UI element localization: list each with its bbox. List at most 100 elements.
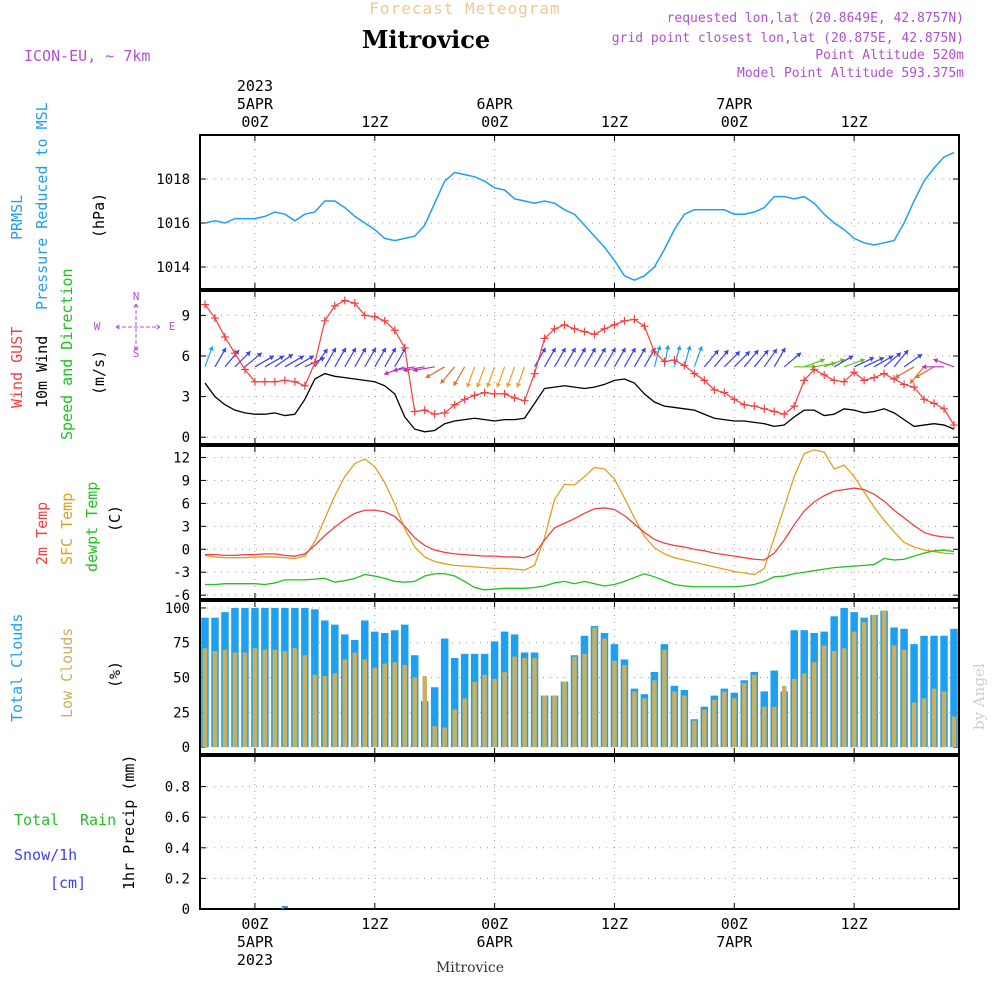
wind-gust-marker — [410, 407, 419, 416]
total-clouds-bar — [940, 635, 948, 748]
wind-arrow-head — [922, 364, 927, 370]
y-tick-label: 0 — [182, 542, 190, 558]
wind-arrow-head — [848, 355, 854, 361]
precip-label: 1hr Precip (mm) — [120, 755, 138, 890]
low-clouds-bar — [522, 658, 527, 748]
top-time-label: 5APR — [237, 95, 274, 113]
wind-arrow-head — [384, 370, 389, 376]
wind-arrow-head — [933, 358, 939, 364]
wind-gust-line — [204, 299, 955, 426]
wind-gust-marker — [690, 369, 699, 378]
panel-frame — [199, 600, 960, 755]
wind-arrow-head — [278, 355, 284, 361]
low-clouds-bar — [702, 709, 707, 748]
low-clouds-bar — [811, 662, 817, 748]
wind-arrow-head — [713, 349, 719, 355]
bottom-time-label: 00Z — [481, 915, 508, 933]
low-clouds-bar — [821, 645, 827, 748]
low-clouds-bar — [252, 648, 258, 748]
wind-arrow-head — [734, 351, 740, 357]
top-time-label: 00Z — [241, 113, 268, 131]
wind-arrow-head — [287, 354, 293, 359]
low-clouds-bar — [352, 652, 358, 748]
wind-gust-marker — [780, 410, 789, 419]
wind-arrow-head — [561, 347, 566, 353]
precip-legend-rain: Rain — [80, 811, 116, 829]
wind-10m-line — [204, 372, 955, 433]
low-clouds-bar — [712, 699, 717, 748]
bottom-time-label: 7APR — [716, 933, 753, 951]
low-clouds-bar — [452, 709, 457, 748]
wind-arrow-head — [221, 347, 227, 353]
low-clouds-bar — [302, 655, 308, 748]
wind-gust-marker — [820, 370, 829, 379]
wind-gust-marker — [760, 404, 769, 413]
wind-10m-label: 10m Wind — [33, 336, 51, 408]
low-clouds-bar — [682, 695, 687, 748]
wind-arrow-head — [656, 345, 662, 351]
low-clouds-bar — [781, 685, 787, 748]
wind-gust-marker — [360, 311, 369, 320]
low-clouds-bar — [552, 695, 557, 748]
compass-lines — [115, 303, 161, 351]
y-tick-label: 6 — [182, 349, 190, 365]
low-clouds-bar — [771, 706, 777, 748]
y-tick-label: 0.6 — [165, 810, 190, 826]
y-tick-label: 100 — [165, 601, 190, 617]
wind-gust-marker — [630, 315, 639, 324]
wind-arrow-head — [753, 349, 759, 355]
wind-arrow-head — [453, 380, 459, 386]
wind-arrow-head — [879, 356, 885, 362]
wind-gust-marker — [680, 361, 689, 370]
low-clouds-bar — [941, 691, 947, 748]
wind-gust-marker — [740, 400, 749, 409]
wind-arrow-head — [322, 348, 328, 354]
wind-gust-marker — [590, 330, 599, 339]
wind-arrow-head — [697, 346, 703, 352]
wind-arrow-head — [413, 367, 418, 373]
wind-arrow-head — [744, 351, 750, 357]
wind-gust-marker — [710, 385, 719, 394]
wind-arrow-head — [403, 367, 408, 373]
bottom-time-label: 2023 — [237, 951, 273, 969]
wind-gust-marker — [400, 343, 409, 352]
low-clouds-bar — [292, 648, 298, 748]
bottom-time-label: 6APR — [477, 933, 514, 951]
wind-arrow-head — [541, 347, 546, 353]
wind-gust-marker — [560, 320, 569, 329]
low-clouds-bar — [762, 706, 767, 748]
wind-gust-marker — [610, 320, 619, 329]
wind-gust-marker — [530, 369, 539, 378]
wind-arrow-head — [859, 358, 865, 364]
wind-arrow-head — [486, 382, 492, 388]
compass-rose-icon: N S W E — [94, 290, 176, 360]
low-clouds-bar — [482, 674, 487, 748]
wind-gust-marker — [840, 377, 849, 386]
wind-gust-marker — [730, 395, 739, 404]
compass-w: W — [94, 320, 101, 333]
y-tick-label: 0.8 — [165, 780, 190, 796]
wind-direction-label: Speed and Direction — [58, 268, 76, 440]
low-clouds-bar — [212, 651, 218, 748]
wind-arrow-head — [496, 382, 502, 388]
wind-gust-marker — [940, 404, 949, 413]
low-clouds-bar — [752, 674, 757, 748]
low-clouds-bar — [312, 674, 318, 748]
low-clouds-bar — [432, 726, 437, 748]
total-clouds-bar — [440, 638, 449, 748]
wind-gust-marker — [930, 399, 939, 408]
location-title: Mitrovice — [362, 25, 490, 54]
wind-arrow-head — [298, 355, 304, 361]
wind-arrow-head — [515, 382, 522, 388]
wind-gust-marker — [260, 377, 269, 386]
low-clouds-bar — [791, 678, 797, 748]
bottom-time-label: 12Z — [841, 915, 868, 933]
low-clouds-bar — [332, 673, 338, 748]
wind-gust-marker — [450, 400, 459, 409]
pressure-label: PRMSL — [8, 195, 26, 240]
low-clouds-bar — [392, 662, 397, 748]
low-clouds-bar — [632, 691, 637, 748]
temp-sfc-label: SFC Temp — [58, 493, 76, 565]
wind-arrow-head — [796, 352, 802, 358]
low-clouds-bar — [372, 667, 378, 748]
